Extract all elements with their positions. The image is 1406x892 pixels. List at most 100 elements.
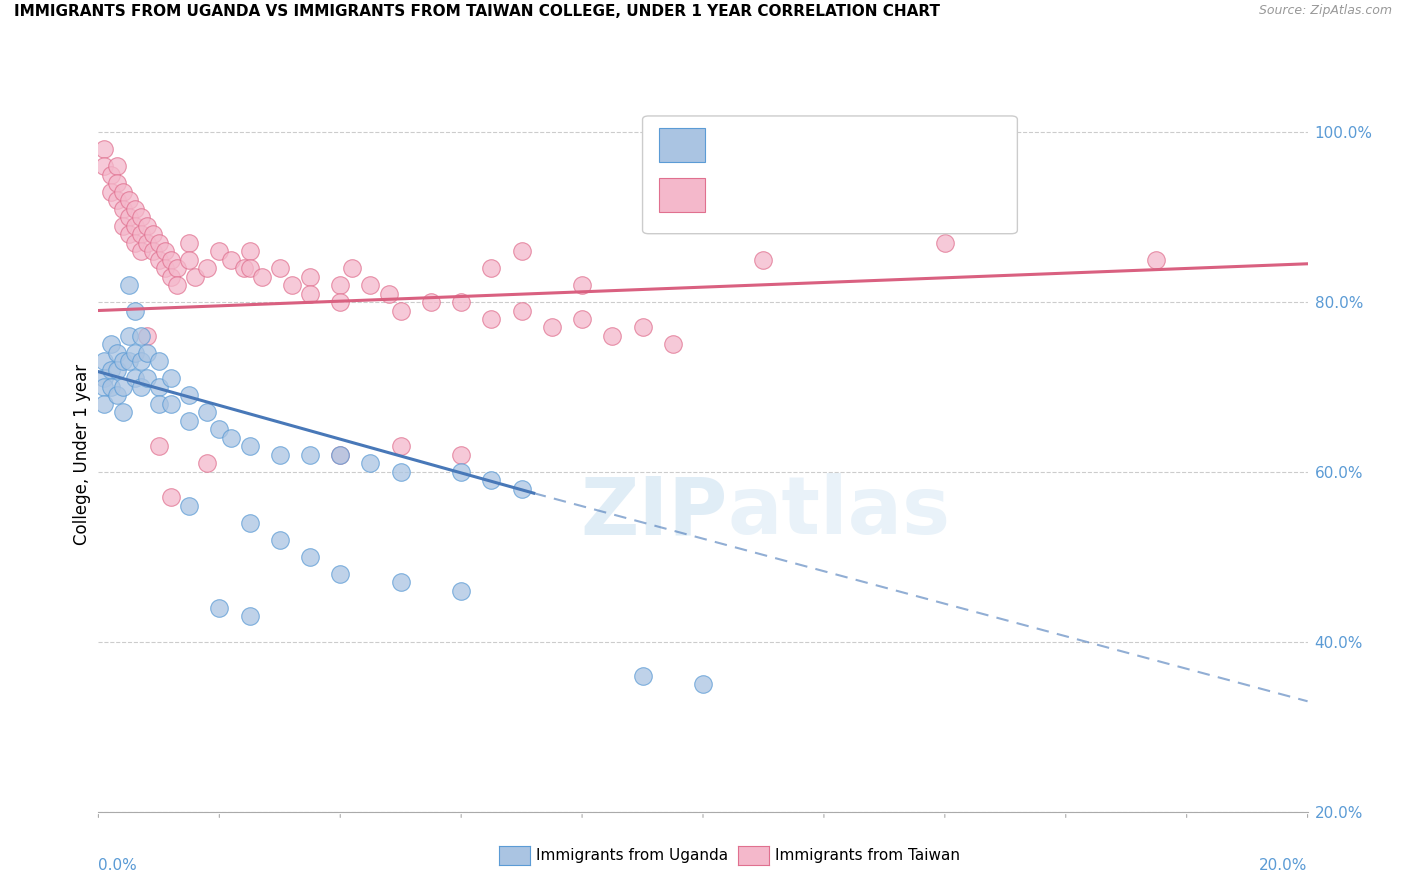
Text: 0.063: 0.063 (773, 186, 831, 203)
Point (179, 499, 201, 513)
Point (148, 397, 170, 411)
Point (389, 575, 412, 590)
Point (250, 269, 273, 284)
Point (160, 397, 183, 411)
Point (208, 244, 231, 258)
Text: IMMIGRANTS FROM UGANDA VS IMMIGRANTS FROM TAIWAN COLLEGE, UNDER 1 YEAR CORRELATI: IMMIGRANTS FROM UGANDA VS IMMIGRANTS FRO… (14, 4, 941, 20)
Point (299, 549, 322, 564)
Point (93, 371, 115, 385)
Point (93, 397, 115, 411)
Point (571, 278, 593, 293)
Point (148, 354, 170, 368)
Point (160, 269, 183, 284)
Point (239, 516, 262, 530)
Point (100, 363, 122, 377)
Point (510, 244, 533, 258)
Point (124, 371, 146, 385)
Point (377, 286, 399, 301)
Point (934, 235, 956, 250)
Text: atlas: atlas (727, 473, 950, 551)
Point (93, 159, 115, 173)
Point (481, 312, 503, 326)
Point (153, 260, 176, 275)
Point (148, 235, 170, 250)
Point (160, 491, 183, 505)
Point (420, 295, 443, 310)
Point (105, 346, 128, 360)
Point (184, 269, 207, 284)
Point (269, 260, 291, 275)
FancyBboxPatch shape (659, 128, 706, 162)
Point (124, 346, 146, 360)
Text: 96: 96 (921, 186, 943, 203)
Point (208, 422, 231, 436)
Point (129, 354, 152, 368)
Point (135, 235, 157, 250)
Point (93, 354, 115, 368)
Point (135, 371, 157, 385)
Point (389, 303, 412, 318)
Text: -0.269: -0.269 (773, 136, 832, 153)
Y-axis label: College, Under 1 year: College, Under 1 year (73, 364, 91, 546)
Point (329, 448, 352, 462)
Point (166, 260, 188, 275)
Point (160, 252, 183, 267)
Point (179, 252, 201, 267)
Point (221, 431, 243, 445)
Point (105, 193, 128, 207)
Point (631, 669, 654, 683)
Point (111, 202, 134, 216)
Point (692, 677, 714, 691)
Text: Immigrants from Uganda: Immigrants from Uganda (536, 848, 728, 863)
Point (481, 474, 503, 488)
Point (389, 439, 412, 453)
Point (221, 252, 243, 267)
Point (100, 337, 122, 351)
Point (111, 354, 134, 368)
Text: N =: N = (866, 137, 903, 152)
Point (179, 235, 201, 250)
Point (153, 244, 176, 258)
Point (179, 414, 201, 428)
Point (510, 303, 533, 318)
Point (450, 465, 472, 479)
Point (195, 405, 218, 419)
FancyBboxPatch shape (643, 116, 1018, 234)
Point (602, 329, 624, 343)
Point (105, 388, 128, 402)
Point (124, 303, 146, 318)
Point (105, 176, 128, 190)
Point (179, 388, 201, 402)
Text: 54: 54 (921, 136, 943, 153)
Point (93, 142, 115, 156)
Point (481, 260, 503, 275)
Point (148, 252, 170, 267)
Point (118, 193, 141, 207)
Point (239, 260, 262, 275)
Text: 0.0%: 0.0% (98, 858, 138, 873)
Point (129, 380, 152, 394)
Point (281, 278, 304, 293)
Point (142, 244, 165, 258)
Text: 20.0%: 20.0% (1260, 858, 1308, 873)
Point (239, 244, 262, 258)
Point (135, 329, 157, 343)
Text: R =: R = (717, 187, 752, 202)
Point (1144, 252, 1167, 267)
Point (100, 168, 122, 182)
Point (118, 227, 141, 241)
Point (111, 185, 134, 199)
Point (135, 219, 157, 233)
Point (450, 583, 472, 598)
Point (118, 210, 141, 224)
Point (510, 482, 533, 496)
FancyBboxPatch shape (659, 178, 706, 212)
Point (105, 159, 128, 173)
Point (195, 457, 218, 471)
Point (450, 448, 472, 462)
Point (105, 363, 128, 377)
Point (111, 380, 134, 394)
Point (329, 448, 352, 462)
Point (100, 185, 122, 199)
Point (571, 312, 593, 326)
